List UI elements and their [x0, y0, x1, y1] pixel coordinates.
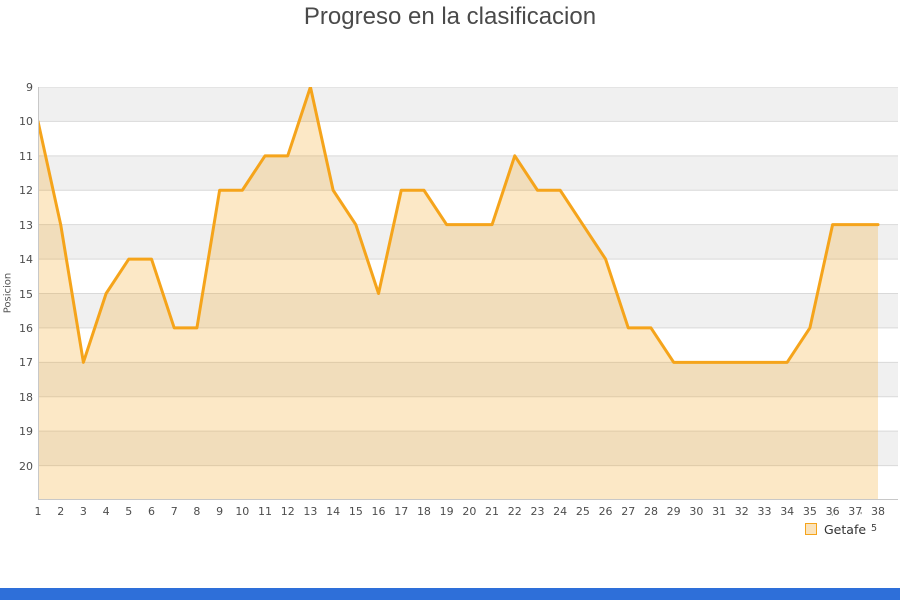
y-tick-label: 19: [19, 425, 33, 439]
x-tick-label: 28: [643, 505, 658, 518]
x-tick-label: 9: [216, 505, 224, 518]
plot-band-white: [38, 190, 898, 225]
x-tick-label: 23: [530, 505, 545, 518]
getafe-area-fill: [38, 87, 878, 500]
x-tick-label: 1: [34, 505, 42, 518]
plot-band-gray: [38, 155, 898, 191]
x-tick-label: 12: [280, 505, 295, 518]
y-tick-label: 9: [26, 81, 33, 94]
x-tick-label: 25: [575, 505, 590, 518]
x-tick-label: 29: [666, 505, 681, 518]
x-tick-label: 20: [462, 505, 477, 518]
stray-mark-2: ': [860, 511, 863, 520]
x-tick-label: 13: [303, 505, 318, 518]
x-tick-label: 16: [371, 505, 386, 518]
plot-area: [38, 87, 898, 500]
x-tick-label: 5: [125, 505, 133, 518]
y-tick-label: 10: [19, 115, 33, 129]
plot-band-white: [38, 259, 898, 294]
x-tick-label: 33: [757, 505, 772, 518]
x-tick-label: 15: [348, 505, 363, 518]
stray-superscript: 5: [871, 523, 878, 534]
x-tick-label: 17: [394, 505, 409, 518]
plot-band-gray: [38, 293, 898, 328]
x-tick-label: 8: [193, 505, 201, 518]
x-tick-label: 22: [507, 505, 522, 518]
chart-title: Progreso en la clasificacion: [303, 3, 597, 30]
x-tick-label: 27: [621, 505, 636, 518]
plot-band-white: [38, 396, 898, 432]
y-tick-label: 18: [19, 390, 33, 404]
x-tick-label: 26: [598, 505, 613, 518]
x-tick-label: 37: [848, 505, 863, 518]
plot-band-gray: [38, 431, 898, 466]
plot-band-gray: [38, 224, 898, 260]
y-tick-label: 20: [19, 459, 33, 473]
plot-band-gray: [38, 87, 898, 122]
x-tick-label: 21: [485, 505, 500, 518]
position-progress-chart: [38, 87, 898, 500]
plot-band-white: [38, 465, 898, 500]
x-tick-label: 18: [416, 505, 431, 518]
x-tick-label: 36: [825, 505, 840, 518]
plot-band-white: [38, 121, 898, 156]
x-tick-label: 7: [170, 505, 178, 518]
legend-item-getafe[interactable]: Getafe: [805, 521, 866, 537]
y-tick-label: 11: [19, 149, 33, 163]
x-tick-label: 10: [235, 505, 250, 518]
footer-blue-bar: [0, 588, 900, 600]
legend-label: Getafe: [824, 521, 867, 537]
y-tick-label: 15: [19, 287, 33, 301]
x-tick-label: 6: [148, 505, 155, 518]
y-tick-label: 17: [19, 356, 33, 370]
stray-mark-1: ·: [831, 511, 834, 520]
x-tick-label: 38: [871, 505, 885, 518]
x-tick-label: 35: [802, 505, 817, 518]
x-tick-label: 3: [79, 505, 87, 518]
y-tick-label: 16: [19, 321, 33, 335]
x-tick-label: 19: [439, 505, 454, 518]
x-tick-label: 34: [780, 505, 795, 518]
x-tick-label: 30: [689, 505, 704, 518]
legend-swatch-icon: [805, 523, 817, 535]
y-tick-label: 13: [19, 218, 33, 232]
x-tick-label: 24: [553, 505, 568, 518]
y-tick-label: 14: [19, 253, 33, 267]
x-tick-label: 2: [57, 505, 65, 518]
x-tick-label: 32: [734, 505, 749, 518]
plot-band-gray: [38, 362, 898, 397]
x-tick-label: 4: [102, 505, 110, 518]
getafe-position-line: [38, 87, 880, 364]
x-tick-label: 14: [326, 505, 341, 518]
plot-band-white: [38, 327, 898, 363]
x-tick-label: 11: [258, 505, 273, 518]
y-tick-label: 12: [19, 184, 33, 198]
x-tick-label: 31: [712, 505, 727, 518]
